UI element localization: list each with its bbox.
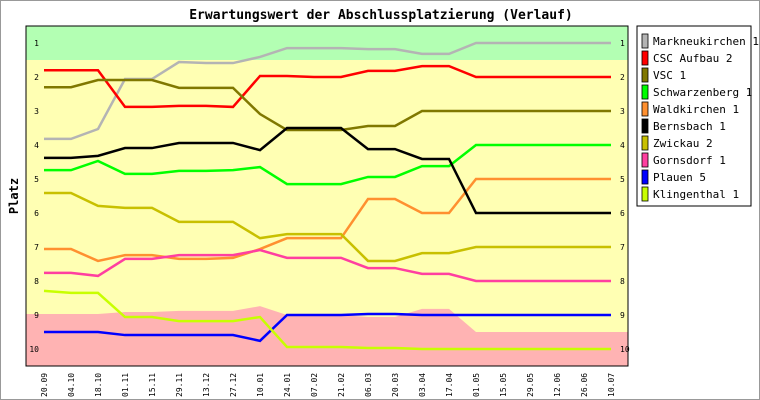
legend-label: VSC 1 xyxy=(653,69,686,82)
x-tick-label: 29.11 xyxy=(175,373,184,397)
legend-swatch xyxy=(641,67,649,83)
x-tick-label: 10.07 xyxy=(607,373,616,397)
x-tick-label: 29.05 xyxy=(526,373,535,397)
x-tick-label: 15.05 xyxy=(499,373,508,397)
y-tick-label-right: 2 xyxy=(620,73,625,82)
y-tick-label-right: 9 xyxy=(620,311,625,320)
legend-box xyxy=(636,25,752,207)
x-tick-label: 20.09 xyxy=(40,373,49,397)
x-tick-label: 21.02 xyxy=(337,373,346,397)
x-tick-label: 17.04 xyxy=(445,373,454,397)
legend-swatch xyxy=(641,169,649,185)
y-tick-label-left: 10 xyxy=(29,345,39,354)
series-line-vsc-1 xyxy=(44,78,611,132)
x-tick-label: 13.12 xyxy=(202,373,211,397)
legend-swatch xyxy=(641,118,649,134)
series-line-schwarzenberg-1 xyxy=(44,143,611,186)
legend-swatch xyxy=(641,186,649,202)
x-tick-label: 12.06 xyxy=(553,373,562,397)
y-tick-label-right: 7 xyxy=(620,243,625,252)
legend-swatch xyxy=(641,33,649,49)
x-tick-label: 03.04 xyxy=(418,373,427,397)
y-tick-label-left: 4 xyxy=(34,141,39,150)
legend-label: Waldkirchen 1 xyxy=(653,103,739,116)
y-tick-label-right: 4 xyxy=(620,141,625,150)
y-tick-label-right: 1 xyxy=(620,39,625,48)
middle-zone xyxy=(26,26,628,366)
x-tick-label: 18.10 xyxy=(94,373,103,397)
legend-swatch xyxy=(641,135,649,151)
plot-frame xyxy=(25,25,629,367)
y-tick-label-left: 7 xyxy=(34,243,39,252)
legend-swatch xyxy=(641,84,649,100)
series-line-zwickau-2 xyxy=(44,191,611,263)
x-tick-label: 24.01 xyxy=(283,373,292,397)
legend-label: Markneukirchen 1 xyxy=(653,35,759,48)
series-line-csc-aufbau-2 xyxy=(44,64,611,109)
legend-label: Plauen 5 xyxy=(653,171,706,184)
legend-label: Bernsbach 1 xyxy=(653,120,726,133)
x-tick-label: 01.05 xyxy=(472,373,481,397)
y-tick-label-right: 10 xyxy=(620,345,630,354)
y-axis-label: Platz xyxy=(7,178,21,214)
legend-label: Zwickau 2 xyxy=(653,137,713,150)
y-tick-label-right: 5 xyxy=(620,175,625,184)
x-tick-label: 15.11 xyxy=(148,373,157,397)
x-tick-label: 20.03 xyxy=(391,373,400,397)
series-line-bernsbach-1 xyxy=(44,126,611,215)
x-tick-label: 10.01 xyxy=(256,373,265,397)
series-line-plauen-5 xyxy=(44,312,611,343)
x-tick-label: 26.06 xyxy=(580,373,589,397)
y-tick-label-left: 1 xyxy=(34,39,39,48)
series-line-waldkirchen-1 xyxy=(44,177,611,263)
legend-label: Schwarzenberg 1 xyxy=(653,86,752,99)
y-tick-label-left: 9 xyxy=(34,311,39,320)
y-tick-label-left: 3 xyxy=(34,107,39,116)
legend-swatch xyxy=(641,101,649,117)
y-tick-label-left: 8 xyxy=(34,277,39,286)
legend-label: CSC Aufbau 2 xyxy=(653,52,732,65)
y-tick-label-left: 5 xyxy=(34,175,39,184)
x-tick-label: 07.02 xyxy=(310,373,319,397)
x-tick-label: 06.03 xyxy=(364,373,373,397)
legend-label: Klingenthal 1 xyxy=(653,188,739,201)
y-tick-label-left: 2 xyxy=(34,73,39,82)
chart-title: Erwartungswert der Abschlussplatzierung … xyxy=(189,8,573,23)
legend-label: Gornsdorf 1 xyxy=(653,154,726,167)
x-tick-label: 04.10 xyxy=(67,373,76,397)
series-line-gornsdorf-1 xyxy=(44,248,611,283)
y-tick-label-right: 6 xyxy=(620,209,625,218)
legend-swatch xyxy=(641,152,649,168)
x-tick-label: 01.11 xyxy=(121,373,130,397)
y-tick-label-right: 8 xyxy=(620,277,625,286)
legend-swatch xyxy=(641,50,649,66)
series-line-klingenthal-1 xyxy=(43,289,611,351)
x-tick-label: 27.12 xyxy=(229,373,238,397)
y-tick-label-right: 3 xyxy=(620,107,625,116)
y-tick-label-left: 6 xyxy=(34,209,39,218)
